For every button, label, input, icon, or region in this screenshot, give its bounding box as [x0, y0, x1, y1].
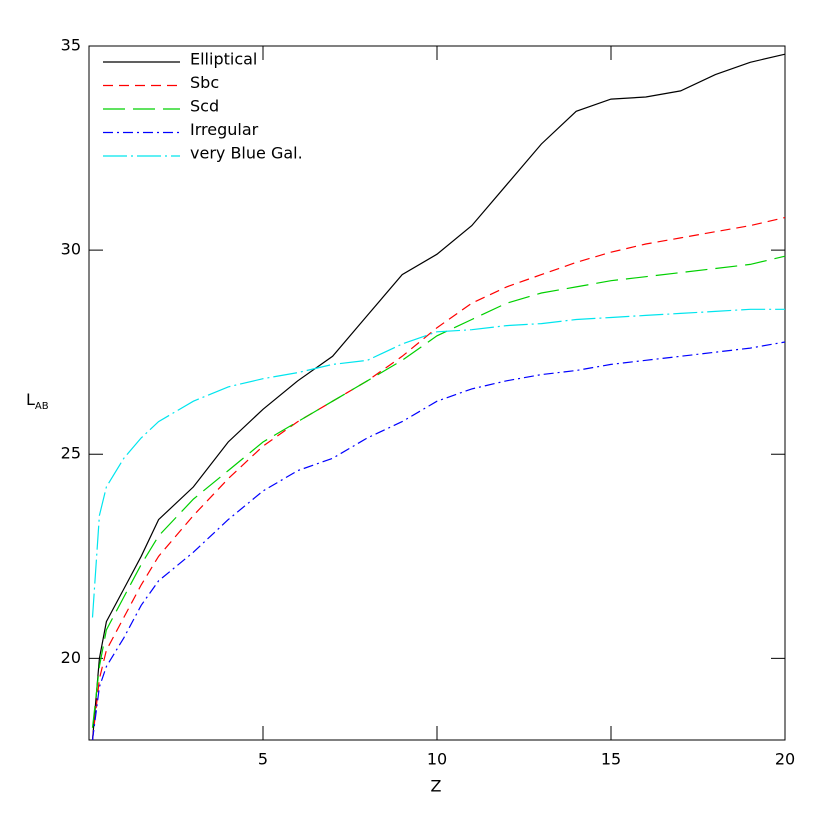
legend-label: very Blue Gal.: [190, 144, 303, 163]
series-line: [91, 255, 786, 728]
y-tick-label: 35: [61, 36, 81, 55]
legend-label: Sbc: [190, 73, 219, 92]
x-tick-label: 10: [427, 750, 447, 769]
series-line: [91, 308, 785, 618]
y-tick-label: 20: [61, 648, 81, 667]
x-tick-label: 20: [775, 750, 795, 769]
y-axis-label-sub: AB: [35, 401, 49, 412]
x-tick-label: 15: [601, 750, 621, 769]
legend-label: Irregular: [190, 120, 259, 139]
y-axis-label-main: L: [26, 390, 35, 409]
legend-label: Scd: [190, 97, 219, 116]
series-line: [91, 53, 786, 741]
series-line: [91, 341, 786, 741]
x-axis-label: Z: [431, 777, 442, 796]
x-tick-label: 5: [258, 750, 268, 769]
series-line: [91, 216, 786, 741]
y-tick-label: 25: [61, 444, 81, 463]
legend-label: Elliptical: [190, 50, 257, 69]
y-tick-label: 30: [61, 240, 81, 259]
y-axis-label: LAB: [26, 390, 49, 413]
